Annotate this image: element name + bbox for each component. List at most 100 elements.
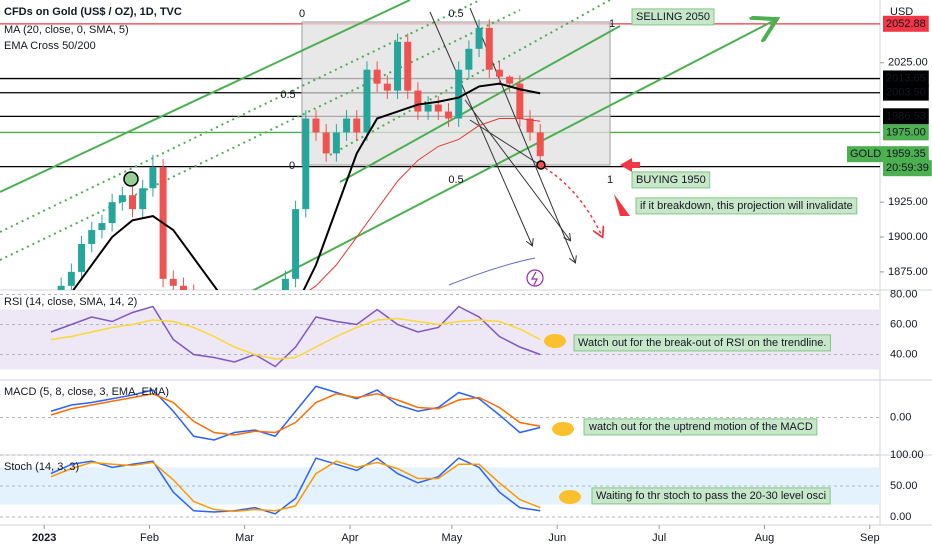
channel-line	[339, 25, 621, 183]
label-bg	[583, 418, 818, 436]
candles	[57, 19, 544, 290]
indicator-line	[50, 392, 541, 436]
projection-line	[251, 20, 775, 290]
candle-body	[281, 278, 289, 290]
arrow	[464, 99, 570, 240]
candle-body	[292, 209, 300, 279]
candle-body	[302, 118, 310, 210]
ema-line	[448, 257, 536, 286]
candle-body	[526, 118, 534, 133]
candle-body	[536, 132, 544, 157]
breakdown-arrow	[544, 167, 602, 236]
indicator-title: MACD (5, 8, close, 3, EMA, EMA)	[4, 386, 169, 398]
x-tick-label: Aug	[755, 532, 775, 544]
label-bg	[883, 160, 932, 177]
label-bg	[847, 146, 885, 163]
note: Watch out for the break-out of RSI on th…	[578, 337, 826, 349]
y-tick-label: 2025.00	[888, 57, 928, 69]
level-label: 2052.88	[886, 18, 926, 30]
candle-body	[67, 271, 75, 286]
indicator-title: Stoch (14, 3, 3)	[4, 461, 79, 473]
label-bg	[631, 171, 711, 189]
note: if it breakdown, this projection will in…	[640, 200, 853, 212]
y-tick-label: 1875.00	[888, 266, 928, 278]
note: SELLING 2050	[636, 11, 710, 23]
candle-body	[98, 223, 106, 231]
candle-body	[179, 285, 187, 290]
candle-body	[455, 69, 463, 119]
label-bg	[631, 8, 715, 26]
candle-body	[414, 90, 422, 112]
candle-body	[129, 195, 137, 210]
level-label: 2013.65	[886, 72, 926, 84]
note: BUYING 1950	[636, 174, 706, 186]
warn-arrow	[614, 194, 630, 216]
x-tick-label: Jun	[548, 532, 566, 544]
fib-label: 0	[299, 8, 305, 20]
note: Waiting fo thr stoch to pass the 20-30 l…	[596, 490, 826, 502]
label-bg	[883, 70, 929, 87]
candle-body	[465, 48, 473, 70]
x-tick-label: Mar	[235, 532, 254, 544]
candle-body	[394, 41, 402, 91]
label-bg	[635, 197, 858, 215]
indicator-title: RSI (14, close, SMA, 14, 2)	[4, 296, 137, 308]
candle-body	[118, 195, 126, 203]
event-icon[interactable]	[526, 269, 544, 287]
label-bg	[883, 108, 929, 125]
candle-body	[312, 118, 320, 133]
fib-label: 1	[609, 18, 615, 30]
candle-body	[57, 285, 65, 290]
level-label: 1975.00	[886, 126, 926, 138]
marker-circle	[123, 171, 139, 187]
arrow	[469, 119, 541, 166]
indicator-label: EMA Cross 50/200	[4, 40, 96, 52]
y-tick-label: 100.00	[890, 449, 924, 461]
candle-body	[332, 132, 340, 154]
candle-body	[353, 118, 361, 133]
candle-body	[139, 188, 147, 210]
level-label: 1986.53	[886, 110, 926, 122]
y-tick-label: 1925.00	[888, 196, 928, 208]
candle-body	[363, 69, 371, 133]
candle-body	[343, 118, 351, 133]
x-tick-label: Apr	[341, 532, 358, 544]
label-bg	[883, 146, 929, 163]
indicator-line	[50, 460, 541, 513]
candle-body	[88, 230, 96, 244]
candle-body	[78, 243, 86, 272]
candle-body	[424, 104, 432, 112]
label-bg	[573, 334, 831, 352]
level-label: 2003.50	[886, 87, 926, 99]
x-tick-label: Sep	[860, 532, 880, 544]
candle-body	[322, 132, 330, 154]
indicator-line	[50, 385, 541, 441]
channel-line	[0, 9, 521, 261]
candle-body	[108, 202, 116, 224]
candle-body	[495, 69, 503, 77]
fib-label: 0.5	[280, 89, 295, 101]
note: watch out for the uptrend motion of the …	[588, 421, 813, 433]
y-tick-label: 60.00	[890, 318, 918, 330]
label-bg	[883, 15, 929, 32]
x-tick-label: May	[442, 532, 463, 544]
fib-label: 0.5	[448, 174, 463, 186]
label-bg	[591, 487, 831, 505]
arrow	[429, 11, 532, 245]
buy-arrow	[620, 158, 640, 172]
candle-body	[475, 27, 483, 49]
y-tick-label: 40.00	[890, 348, 918, 360]
countdown: 20:59:39	[886, 162, 929, 174]
label-bg	[883, 124, 929, 141]
y-tick-label: 50.00	[890, 480, 918, 492]
moving-average	[72, 82, 541, 290]
currency: USD	[890, 6, 913, 18]
candle-body	[485, 27, 493, 70]
chart-title: CFDs on Gold (US$ / OZ), 1D, TVC	[4, 6, 182, 18]
fib-label: 0	[289, 160, 295, 172]
y-tick-label: 0.00	[890, 411, 911, 423]
fib-label: 0.5	[448, 8, 463, 20]
channel-line	[0, 0, 481, 233]
candle-body	[383, 83, 391, 91]
